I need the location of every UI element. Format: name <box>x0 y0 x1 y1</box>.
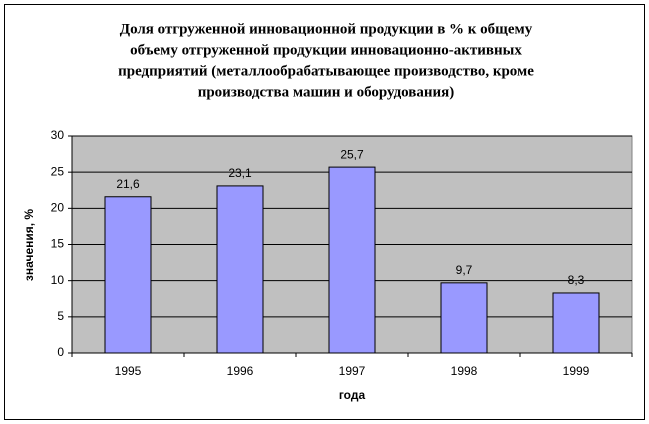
value-label: 8,3 <box>568 273 585 287</box>
y-tick-label: 20 <box>51 201 65 215</box>
y-tick-label: 5 <box>57 309 64 323</box>
bar <box>104 196 152 354</box>
chart-title: объему отгруженной продукции инновационн… <box>130 42 522 58</box>
chart-title: производства машин и оборудования) <box>198 84 455 100</box>
bar <box>216 185 264 354</box>
bar <box>440 282 488 354</box>
y-tick-label: 0 <box>57 345 64 359</box>
x-tick-label: 1999 <box>563 364 590 378</box>
value-label: 9,7 <box>456 263 473 277</box>
y-tick-label: 10 <box>51 273 65 287</box>
chart-title: предприятий (металлообрабатывающее произ… <box>118 63 534 79</box>
value-label: 25,7 <box>340 147 364 161</box>
y-tick-label: 15 <box>51 237 65 251</box>
bar <box>552 292 600 354</box>
x-tick-label: 1995 <box>115 364 142 378</box>
x-tick-label: 1997 <box>339 364 366 378</box>
bar <box>328 166 376 354</box>
y-axis-label: значения, % <box>22 209 36 282</box>
x-axis-label: года <box>339 388 366 402</box>
value-label: 21,6 <box>116 177 140 191</box>
chart-title: Доля отгруженной инновационной продукции… <box>120 21 533 37</box>
value-label: 23,1 <box>228 166 252 180</box>
x-tick-label: 1998 <box>451 364 478 378</box>
x-tick-label: 1996 <box>227 364 254 378</box>
y-tick-label: 30 <box>51 128 65 142</box>
y-tick-label: 25 <box>51 164 65 178</box>
